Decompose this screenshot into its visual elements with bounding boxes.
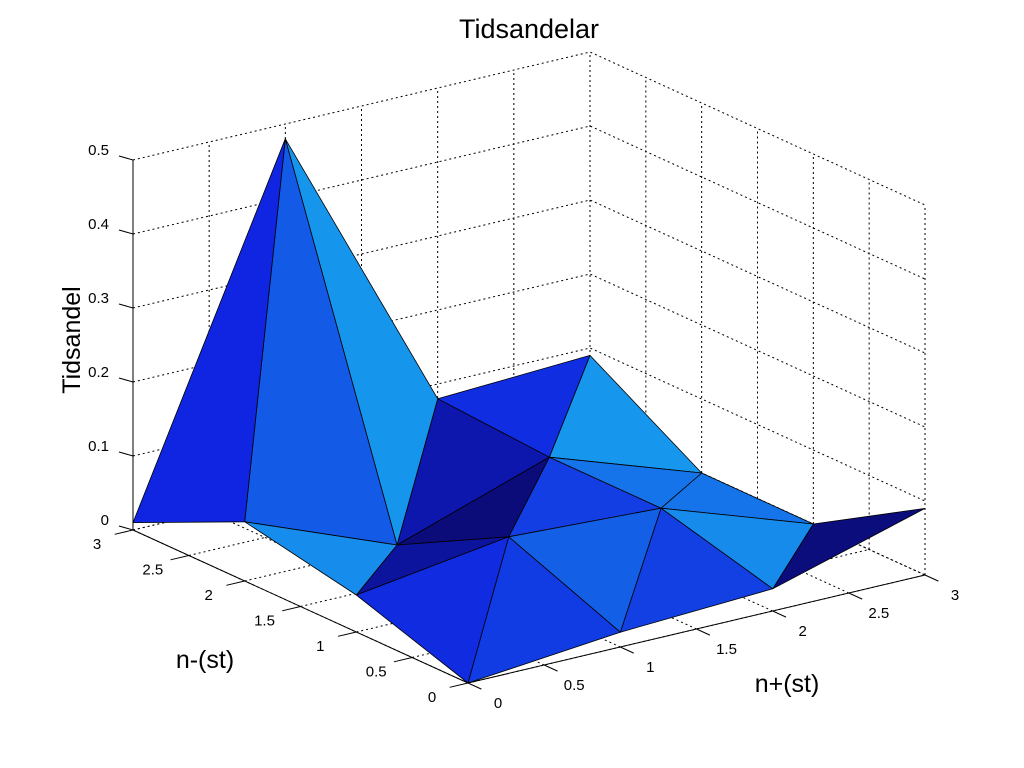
y-tick-label: 0 — [428, 689, 436, 706]
y-tick-label: 1.5 — [254, 613, 275, 630]
y-tick-label: 2.5 — [142, 562, 163, 579]
x-tick-label: 2.5 — [868, 605, 889, 622]
x-tick-label: 0.5 — [564, 677, 585, 694]
y-tick-label: 2 — [204, 587, 212, 604]
z-tick-label: 0.3 — [88, 290, 109, 307]
x-tick-label: 2 — [798, 623, 806, 640]
surface-facet — [132, 138, 286, 523]
y-tick-mark — [170, 555, 189, 561]
z-tick-label: 0.5 — [88, 142, 109, 159]
y-tick-label: 1 — [316, 638, 324, 655]
z-tick-label: 0.1 — [88, 438, 109, 455]
x-tick-mark — [772, 610, 787, 618]
surface-facet — [244, 521, 398, 596]
y-tick-mark — [226, 580, 245, 586]
z-tick-label: 0.2 — [88, 364, 109, 381]
y-axis-label: n-(st) — [176, 646, 234, 674]
x-tick-mark — [924, 574, 939, 582]
y-tick-mark — [114, 529, 134, 535]
z-tick-mark — [118, 155, 134, 161]
z-tick-mark — [118, 377, 134, 383]
x-axis-label: n+(st) — [755, 670, 820, 698]
y-tick-mark — [393, 657, 413, 663]
x-tick-label: 1.5 — [716, 641, 737, 658]
surface-layer — [132, 138, 926, 684]
wall-gridline-z — [132, 51, 926, 206]
z-tick-label: 0 — [101, 512, 109, 529]
y-tick-label: 0.5 — [366, 664, 387, 681]
y-tick-label: 3 — [93, 536, 101, 553]
x-tick-mark — [620, 646, 634, 654]
x-tick-label: 1 — [646, 659, 654, 676]
z-tick-mark — [118, 451, 134, 457]
x-tick-mark — [848, 592, 863, 600]
x-tick-mark — [696, 628, 711, 636]
x-tick-label: 0 — [494, 695, 502, 712]
surface-facet — [355, 536, 510, 684]
z-tick-label: 0.4 — [88, 216, 109, 233]
z-tick-mark — [118, 229, 134, 235]
chart-title: Tidsandelar — [459, 14, 599, 44]
z-axis-label: Tidsandel — [58, 286, 86, 393]
z-tick-mark — [118, 525, 134, 531]
x-tick-label: 3 — [951, 587, 959, 604]
y-tick-mark — [449, 682, 469, 688]
z-tick-mark — [118, 303, 134, 309]
y-tick-mark — [337, 631, 357, 637]
x-tick-mark — [543, 664, 558, 672]
ticks-layer: 00.511.522.5300.511.522.5300.10.20.30.40… — [88, 142, 959, 712]
x-tick-mark — [467, 682, 482, 690]
y-tick-mark — [282, 606, 301, 612]
